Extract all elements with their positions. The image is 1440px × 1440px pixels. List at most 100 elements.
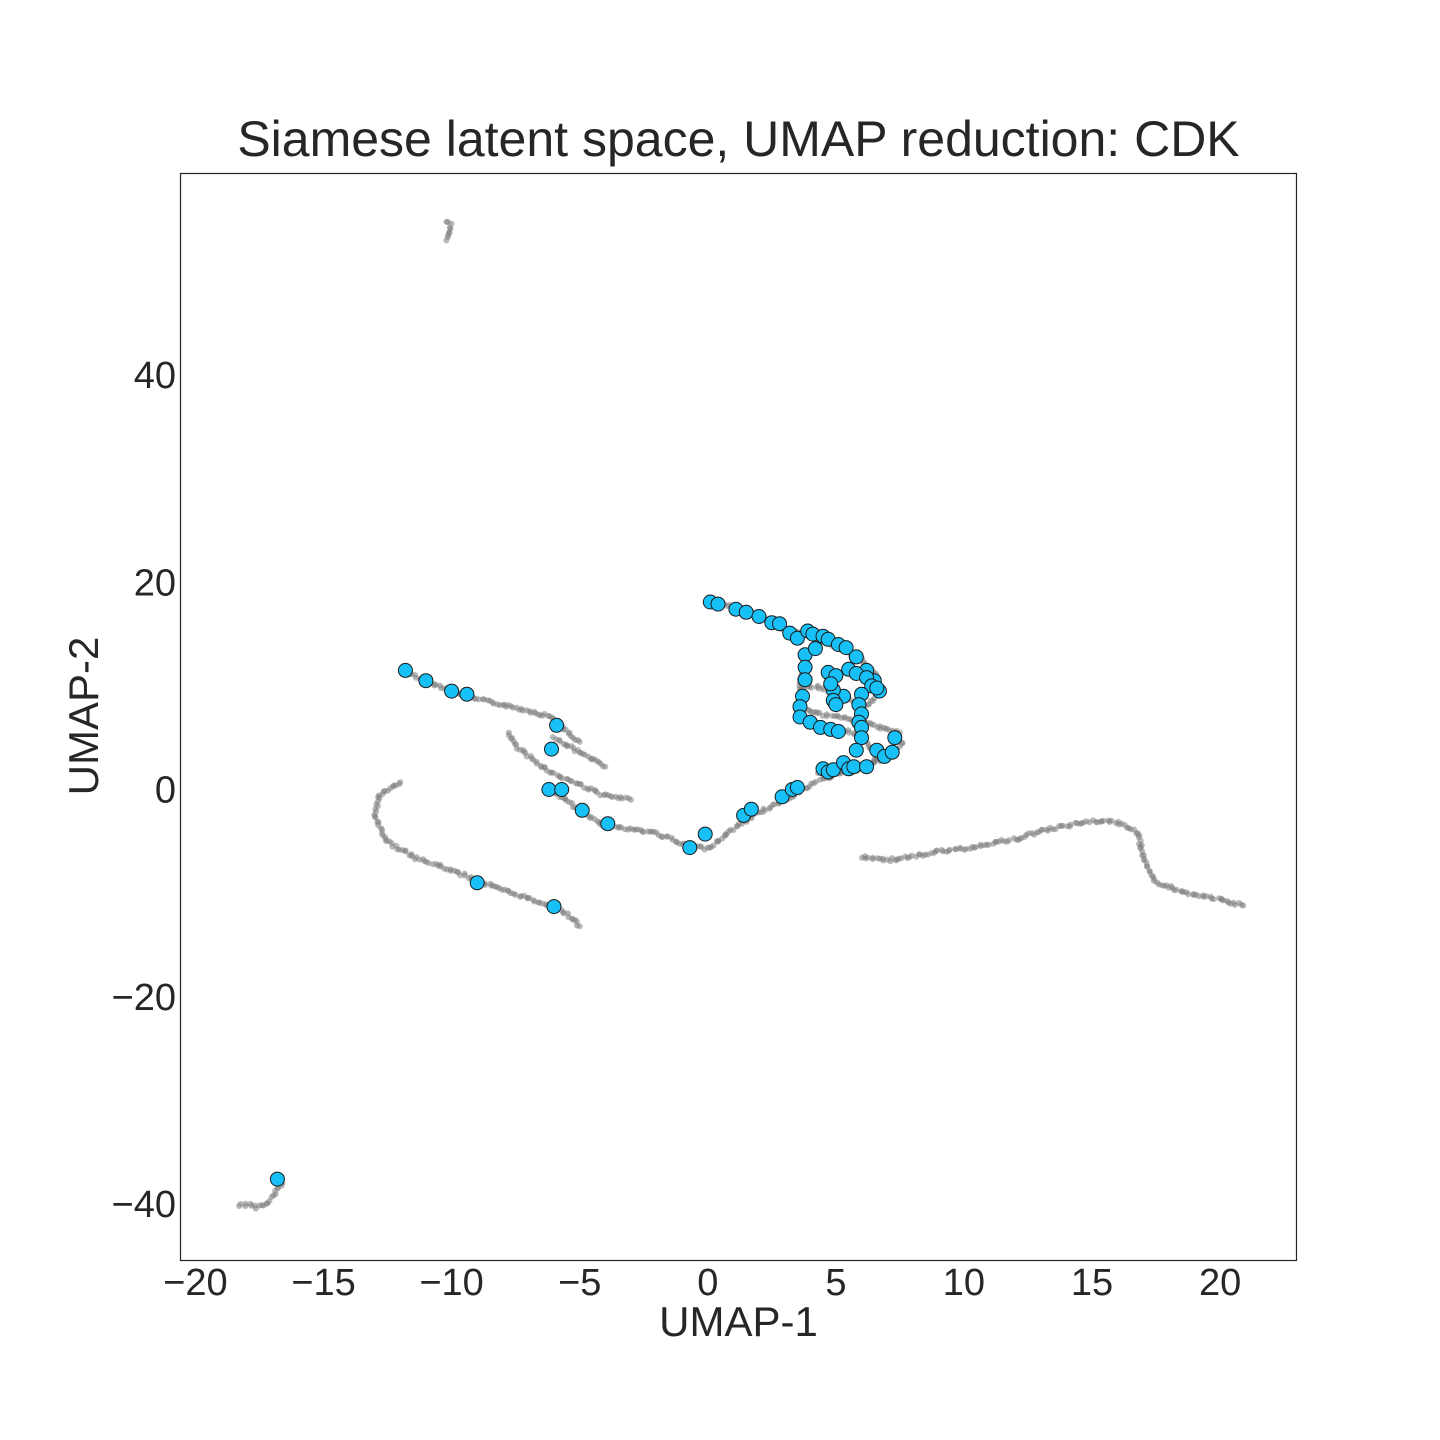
background-point	[1195, 893, 1202, 900]
y-tick-label: −20	[112, 977, 176, 1019]
highlight-point	[600, 816, 616, 832]
background-point	[568, 778, 575, 785]
x-tick-label: 0	[697, 1262, 718, 1304]
background-point	[962, 845, 969, 852]
background-point	[1240, 902, 1247, 909]
y-tick-label: 20	[134, 562, 176, 604]
background-point	[1038, 826, 1045, 833]
background-point	[823, 711, 830, 718]
plot-frame	[179, 172, 1298, 1262]
background-point	[908, 852, 915, 859]
highlight-point	[789, 780, 805, 795]
highlight-point	[848, 649, 864, 665]
highlight-point	[854, 730, 869, 746]
background-point	[659, 834, 666, 841]
background-point	[1203, 893, 1210, 900]
x-tick-label: −20	[163, 1262, 227, 1304]
background-point	[869, 854, 876, 861]
highlight-point	[459, 686, 475, 702]
background-point	[602, 763, 609, 770]
background-point	[425, 860, 432, 866]
background-point	[237, 1201, 244, 1207]
background-point	[1173, 886, 1180, 893]
x-tick-labels: −20 −15 −10 −5 0 5 10 15 20	[163, 1262, 1241, 1304]
highlight-point	[546, 899, 562, 915]
background-point	[946, 846, 953, 853]
background-point	[761, 807, 768, 814]
highlight-point	[469, 875, 485, 891]
y-tick-labels: −40 −20 0 20 40	[112, 355, 176, 1226]
x-tick-label: −5	[558, 1262, 601, 1304]
x-tick-label: 15	[1071, 1262, 1113, 1304]
highlight-point	[807, 641, 823, 657]
highlight-point	[743, 801, 759, 817]
highlight-point	[738, 604, 754, 620]
highlight-point	[418, 673, 434, 689]
background-point	[1144, 863, 1151, 870]
background-point	[864, 854, 871, 861]
chart-title: Siamese latent space, UMAP reduction: CD…	[237, 111, 1240, 167]
highlight-point	[269, 1171, 285, 1187]
background-point	[576, 738, 583, 745]
background-point	[1005, 837, 1012, 844]
background-points-layer	[236, 218, 1247, 1212]
highlight-point	[549, 717, 565, 733]
background-point	[1100, 817, 1107, 824]
highlight-point	[682, 840, 698, 856]
highlight-points-layer	[269, 594, 903, 1187]
background-point	[972, 844, 979, 851]
y-tick-label: 40	[134, 355, 176, 397]
highlight-point	[823, 676, 839, 692]
background-point	[402, 848, 409, 855]
background-point	[710, 842, 717, 849]
highlight-point	[544, 741, 559, 757]
x-tick-label: −10	[419, 1262, 483, 1304]
background-point	[1210, 896, 1217, 903]
highlight-point	[554, 782, 570, 797]
background-point	[1185, 891, 1192, 898]
y-tick-label: 0	[155, 770, 176, 812]
highlight-point	[574, 802, 590, 818]
highlight-point	[838, 640, 854, 656]
background-point	[640, 829, 647, 836]
highlight-point	[797, 672, 813, 688]
highlight-point	[884, 744, 900, 760]
background-point	[512, 891, 519, 898]
y-tick-label: −40	[112, 1184, 176, 1226]
highlight-point	[859, 759, 875, 775]
background-point	[242, 1200, 249, 1207]
highlight-point	[444, 683, 460, 699]
background-point	[576, 923, 583, 930]
x-tick-label: 5	[825, 1262, 846, 1304]
highlight-point	[710, 596, 726, 612]
background-point	[556, 736, 563, 743]
background-point	[627, 796, 634, 803]
x-tick-label: −15	[291, 1262, 355, 1304]
highlight-point	[825, 762, 841, 778]
background-point	[1067, 821, 1074, 828]
background-point	[475, 696, 482, 703]
background-point	[443, 237, 450, 244]
background-point	[846, 729, 852, 736]
highlight-point	[828, 697, 844, 713]
background-point	[730, 827, 737, 834]
x-tick-label: 10	[943, 1262, 985, 1304]
highlight-point	[774, 789, 790, 805]
highlight-point	[846, 759, 862, 775]
highlight-point	[789, 630, 805, 646]
background-point	[985, 841, 992, 848]
highlight-point	[541, 782, 557, 797]
background-point	[1108, 817, 1115, 824]
background-point	[813, 684, 820, 690]
highlight-point	[751, 609, 767, 624]
background-point	[559, 775, 566, 782]
highlight-point	[869, 680, 885, 696]
x-tick-label: 20	[1199, 1262, 1241, 1304]
highlight-point	[887, 730, 903, 746]
x-axis-label: UMAP-1	[659, 1298, 818, 1345]
highlight-point	[697, 826, 713, 842]
highlight-point	[830, 724, 846, 739]
highlight-point	[772, 616, 787, 632]
highlight-point	[848, 742, 864, 758]
